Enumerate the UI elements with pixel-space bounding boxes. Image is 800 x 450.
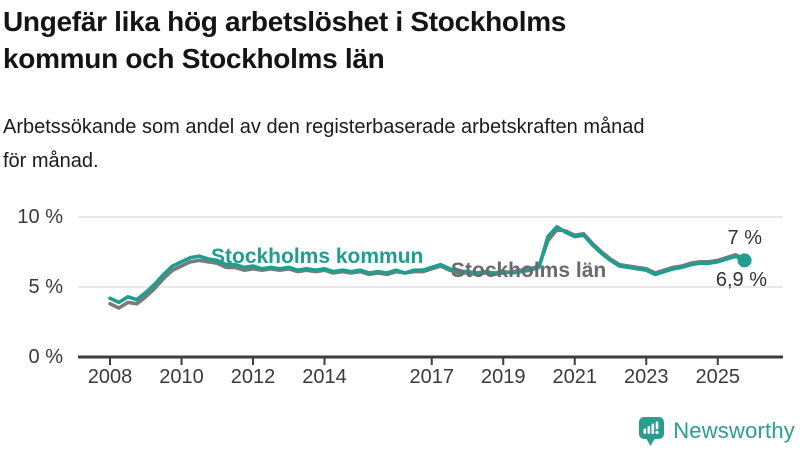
chart-subtitle-line1: Arbetssökande som andel av den registerb…: [3, 116, 645, 138]
x-tick-label: 2010: [159, 366, 204, 388]
series-label-stockholms-kommun: Stockholms kommun: [211, 245, 424, 268]
bar-chart-speech-bubble-icon: [639, 416, 665, 446]
series-lines: [108, 225, 752, 310]
x-tick-label: 2017: [409, 366, 455, 388]
chart-title-line1: Ungefär lika hög arbetslöshet i Stockhol…: [3, 6, 567, 37]
y-tick-label: 10 %: [17, 206, 63, 228]
x-tick-label: 2019: [481, 366, 526, 388]
x-tick-label: 2012: [230, 366, 276, 388]
x-tick-label: 2025: [695, 366, 741, 388]
y-gridlines: [78, 216, 783, 359]
newsworthy-brand: Newsworthy: [637, 414, 795, 448]
end-value-kommun: 6,9 %: [715, 269, 767, 291]
brand-name: Newsworthy: [673, 418, 795, 443]
end-value-lan: 7 %: [727, 227, 762, 249]
x-tick-label: 2014: [302, 366, 347, 388]
x-tick-label: 2023: [624, 366, 669, 388]
chart-title-line2: kommun och Stockholms län: [3, 43, 385, 74]
y-tick-label: 0 %: [28, 346, 63, 368]
x-tick-label: 2021: [552, 366, 598, 388]
series-line-stockholms-kommun: [108, 225, 747, 305]
x-tick-label: 2008: [87, 366, 133, 388]
x-axis-ticks: [109, 357, 719, 365]
y-tick-label: 5 %: [28, 276, 63, 298]
latest-value-dot: [737, 253, 752, 268]
series-label-stockholms-lan: Stockholms län: [451, 259, 607, 282]
chart-subtitle-line2: för månad.: [3, 150, 99, 172]
